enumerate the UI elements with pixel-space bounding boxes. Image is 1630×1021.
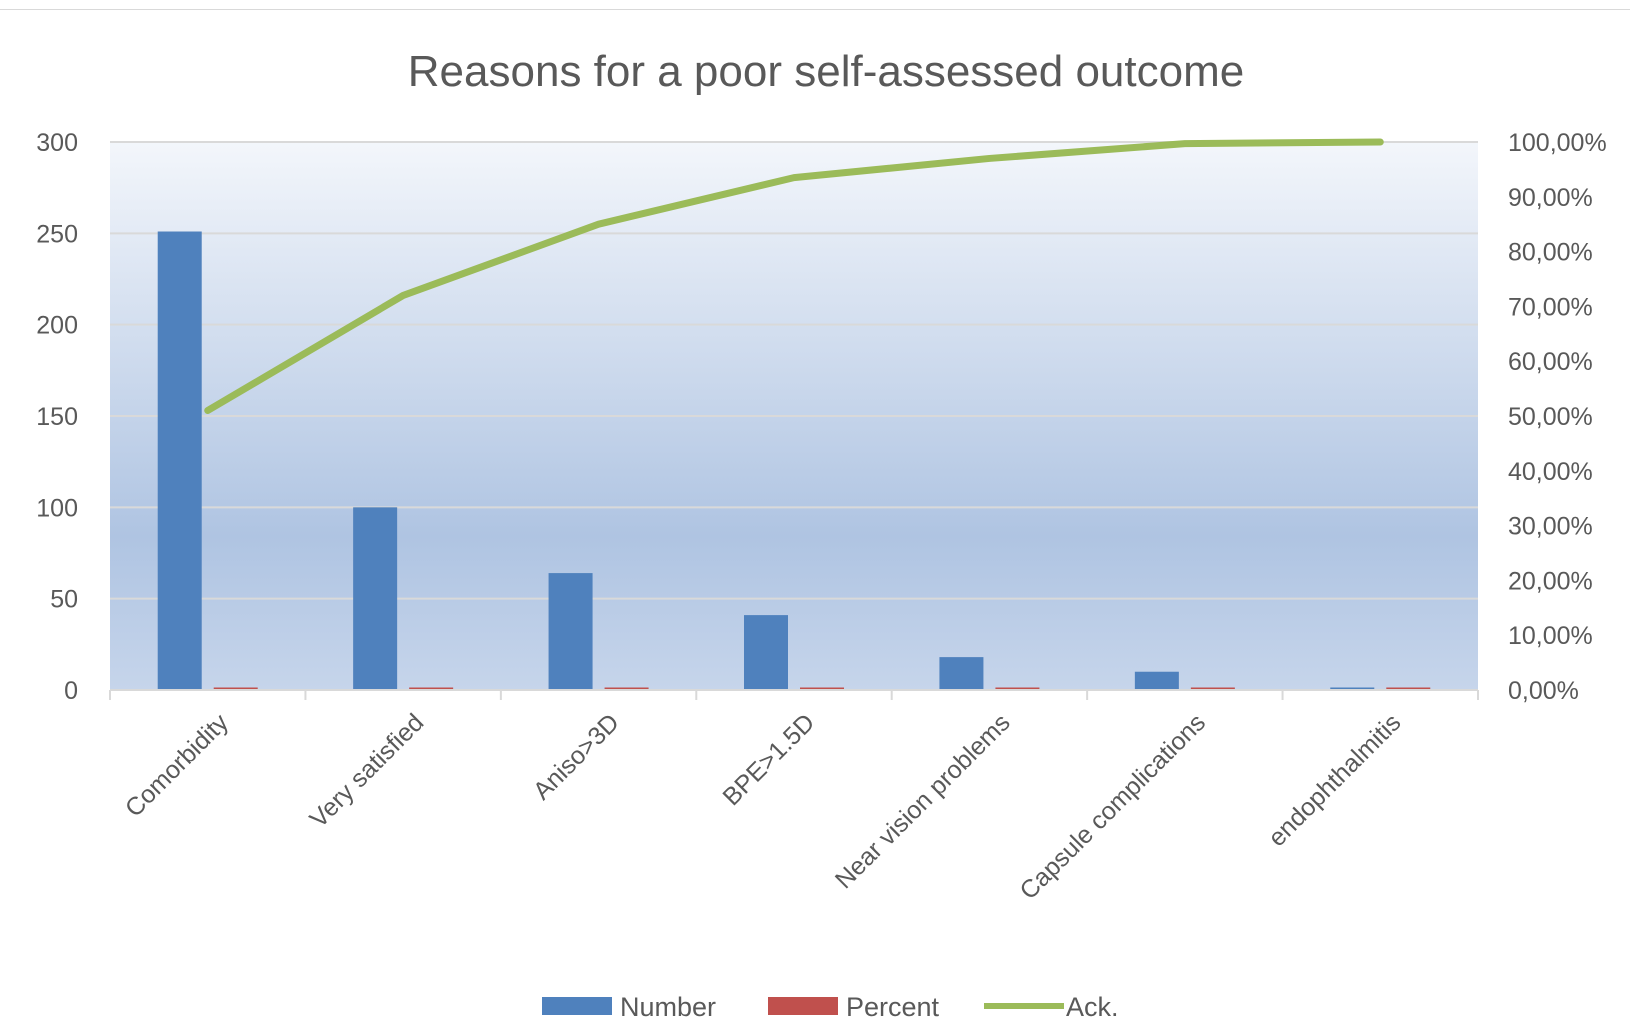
bar-number-6 — [1134, 671, 1179, 690]
y-primary-tick-label: 0 — [64, 677, 78, 705]
legend-label-ack-: Ack. — [1066, 992, 1119, 1021]
bar-percent-2 — [409, 687, 454, 690]
top-divider — [0, 9, 1630, 10]
y-primary-tick-label: 250 — [36, 220, 78, 248]
bar-number-2 — [353, 507, 398, 690]
y-primary-tick-label: 50 — [50, 586, 78, 614]
bar-percent-7 — [1386, 687, 1431, 690]
y-secondary-tick-label: 100,00% — [1508, 129, 1607, 157]
x-category-label: Comorbidity — [120, 708, 234, 822]
y-secondary-tick-label: 60,00% — [1508, 348, 1593, 376]
x-category-label: Aniso>3D — [528, 708, 625, 805]
y-secondary-tick-label: 30,00% — [1508, 513, 1593, 541]
y-primary-tick-label: 300 — [36, 129, 78, 157]
y-primary-tick-label: 150 — [36, 403, 78, 431]
bar-number-1 — [157, 231, 202, 691]
legend-swatch-number — [542, 997, 612, 1015]
x-category-label: Near vision problems — [830, 708, 1016, 894]
y-secondary-tick-label: 40,00% — [1508, 458, 1593, 486]
bar-number-4 — [744, 615, 788, 690]
y-secondary-tick-label: 90,00% — [1508, 184, 1593, 212]
legend-label-number: Number — [620, 992, 716, 1021]
y-secondary-tick-label: 0,00% — [1508, 677, 1579, 705]
x-category-label: endophthalmitis — [1263, 708, 1407, 852]
x-category-label: Very satisfied — [304, 708, 429, 833]
bar-number-7 — [1330, 687, 1375, 690]
y-primary-tick-label: 200 — [36, 312, 78, 340]
y-secondary-tick-label: 20,00% — [1508, 567, 1593, 595]
legend-label-percent: Percent — [846, 992, 940, 1021]
bar-number-3 — [548, 573, 593, 690]
line-ack- — [204, 138, 1384, 415]
y-secondary-tick-label: 80,00% — [1508, 239, 1593, 267]
y-secondary-tick-label: 50,00% — [1508, 403, 1593, 431]
x-category-label: Capsule complications — [1014, 708, 1211, 905]
bar-percent-6 — [1190, 687, 1235, 690]
bar-number-5 — [939, 657, 984, 690]
y-primary-tick-label: 100 — [36, 494, 78, 522]
y-secondary-tick-label: 70,00% — [1508, 293, 1593, 321]
bar-percent-5 — [995, 687, 1040, 690]
bar-percent-4 — [800, 687, 844, 690]
x-category-label: BPE>1.5D — [717, 708, 820, 811]
legend-swatch-percent — [768, 997, 838, 1015]
chart-title: Reasons for a poor self-assessed outcome — [408, 47, 1244, 96]
bar-percent-3 — [604, 687, 649, 690]
bar-percent-1 — [213, 687, 258, 690]
y-secondary-tick-label: 10,00% — [1508, 622, 1593, 650]
